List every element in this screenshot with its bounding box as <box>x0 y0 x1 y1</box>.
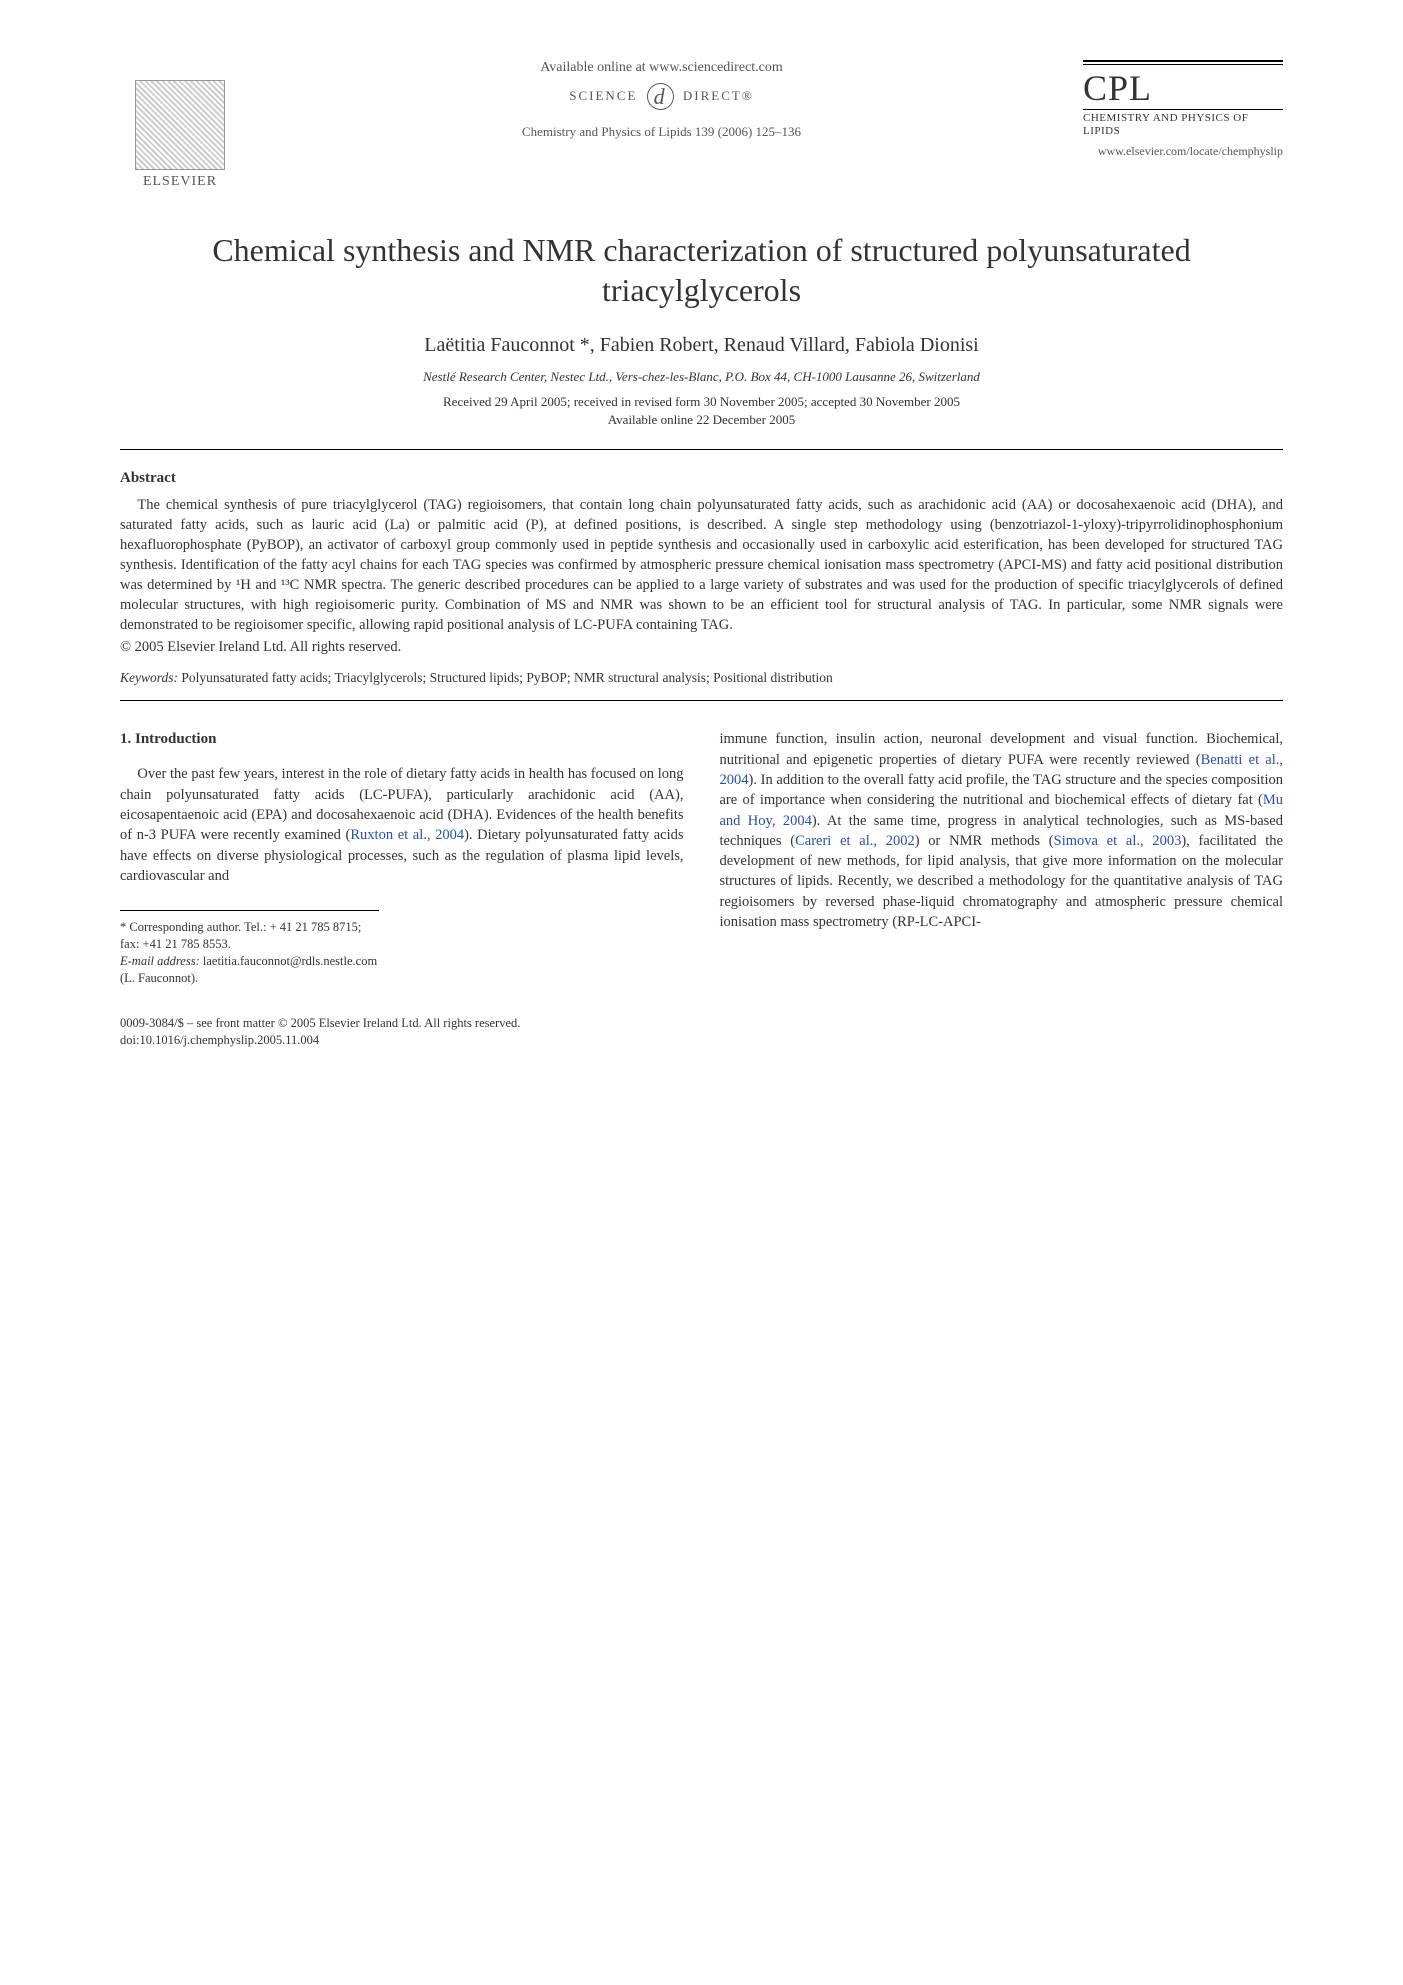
citation-simova[interactable]: Simova et al., 2003 <box>1054 833 1182 849</box>
abstract-heading: Abstract <box>120 470 1283 487</box>
section-heading-intro: 1. Introduction <box>120 729 684 750</box>
divider <box>120 449 1283 450</box>
email-label: E-mail address: <box>120 954 200 968</box>
divider <box>120 700 1283 701</box>
bottom-info: 0009-3084/$ – see front matter © 2005 El… <box>120 1015 1283 1050</box>
abstract-body: The chemical synthesis of pure triacylgl… <box>120 495 1283 635</box>
page-header: ELSEVIER Available online at www.science… <box>120 60 1283 190</box>
intro-paragraph: Over the past few years, interest in the… <box>120 764 684 886</box>
journal-reference: Chemistry and Physics of Lipids 139 (200… <box>240 124 1083 140</box>
elsevier-logo: ELSEVIER <box>120 60 240 190</box>
science-text: SCIENCE <box>569 88 637 103</box>
keywords-text: Polyunsaturated fatty acids; Triacylglyc… <box>178 670 833 685</box>
right-column: immune function, insulin action, neurona… <box>720 729 1284 986</box>
left-column: 1. Introduction Over the past few years,… <box>120 729 684 986</box>
corresponding-author: * Corresponding author. Tel.: + 41 21 78… <box>120 919 379 936</box>
journal-url: www.elsevier.com/locate/chemphyslip <box>1083 144 1283 159</box>
elsevier-label: ELSEVIER <box>143 174 217 190</box>
abstract-copyright: © 2005 Elsevier Ireland Ltd. All rights … <box>120 639 1283 656</box>
footnotes-block: * Corresponding author. Tel.: + 41 21 78… <box>120 910 379 987</box>
available-online-text: Available online at www.sciencedirect.co… <box>240 60 1083 76</box>
cpl-title: CPL <box>1083 67 1283 109</box>
col2-text-d: ) or NMR methods ( <box>915 833 1054 849</box>
issn-line: 0009-3084/$ – see front matter © 2005 El… <box>120 1015 1283 1033</box>
dates-received: Received 29 April 2005; received in revi… <box>120 393 1283 411</box>
email-attribution: (L. Fauconnot). <box>120 970 379 987</box>
article-dates: Received 29 April 2005; received in revi… <box>120 393 1283 429</box>
keywords-label: Keywords: <box>120 670 178 685</box>
email-line: E-mail address: laetitia.fauconnot@rdls.… <box>120 953 379 970</box>
dates-online: Available online 22 December 2005 <box>120 411 1283 429</box>
authors-line: Laëtitia Fauconnot *, Fabien Robert, Ren… <box>120 334 1283 357</box>
keywords-line: Keywords: Polyunsaturated fatty acids; T… <box>120 670 1283 686</box>
center-header: Available online at www.sciencedirect.co… <box>240 60 1083 140</box>
intro-col2-paragraph: immune function, insulin action, neurona… <box>720 729 1284 932</box>
direct-text: DIRECT® <box>683 88 754 103</box>
col2-text-b: ). In addition to the overall fatty acid… <box>720 772 1284 808</box>
article-title: Chemical synthesis and NMR characterizat… <box>120 230 1283 310</box>
fax-line: fax: +41 21 785 8553. <box>120 936 379 953</box>
journal-brand-box: CPL CHEMISTRY AND PHYSICS OF LIPIDS www.… <box>1083 60 1283 159</box>
doi-line: doi:10.1016/j.chemphyslip.2005.11.004 <box>120 1032 1283 1050</box>
elsevier-tree-icon <box>135 80 225 170</box>
email-address[interactable]: laetitia.fauconnot@rdls.nestle.com <box>200 954 377 968</box>
citation-careri[interactable]: Careri et al., 2002 <box>795 833 915 849</box>
citation-ruxton[interactable]: Ruxton et al., 2004 <box>350 827 464 843</box>
sd-d-icon: d <box>647 83 674 110</box>
sciencedirect-logo: SCIENCE d DIRECT® <box>240 84 1083 110</box>
cpl-subtitle: CHEMISTRY AND PHYSICS OF LIPIDS <box>1083 112 1283 138</box>
affiliation: Nestlé Research Center, Nestec Ltd., Ver… <box>120 369 1283 385</box>
body-columns: 1. Introduction Over the past few years,… <box>120 729 1283 986</box>
col2-text-a: immune function, insulin action, neurona… <box>720 731 1284 767</box>
